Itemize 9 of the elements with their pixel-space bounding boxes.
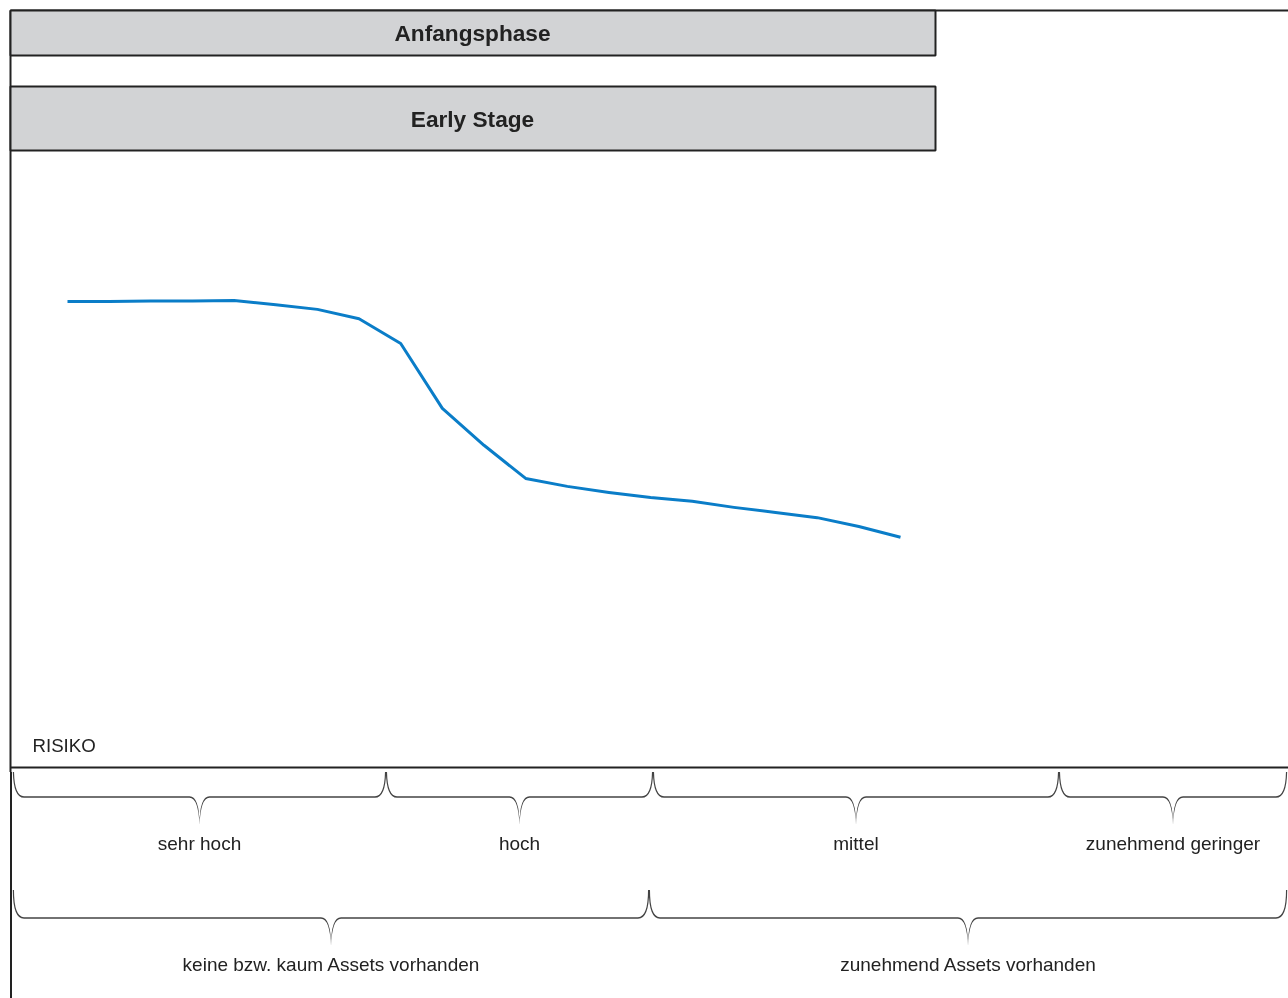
y-axis-title: RISIKO <box>32 735 96 756</box>
text: zunehmend geringer <box>1085 833 1261 855</box>
text: sehr hoch <box>157 833 242 855</box>
chart-title: Anfangsphase <box>394 20 551 46</box>
text: hoch <box>498 833 541 855</box>
text: keine bzw. kaum Assets vorhanden <box>182 954 480 976</box>
chart-subtitle: Early Stage <box>410 105 535 132</box>
text: mittel <box>833 833 879 855</box>
text: zunehmend Assets vorhanden <box>840 954 1096 976</box>
